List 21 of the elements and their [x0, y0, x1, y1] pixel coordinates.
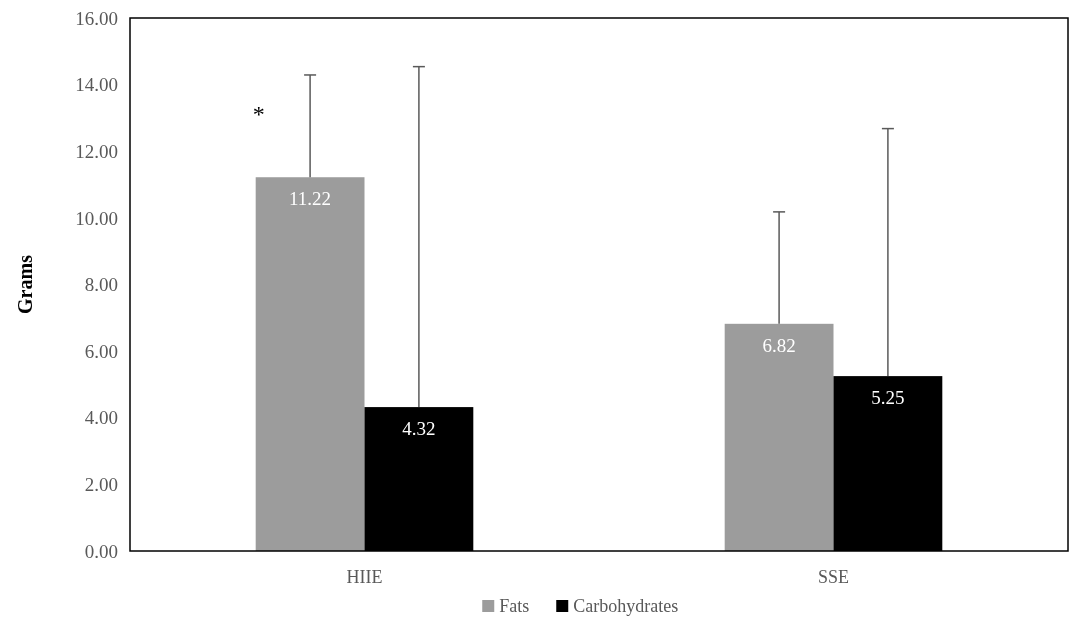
- y-tick-label: 8.00: [84, 274, 118, 296]
- bar: [724, 323, 834, 551]
- y-axis-title: Grams: [14, 254, 36, 314]
- y-tick-label: 12.00: [75, 140, 118, 162]
- legend-label: Carbohydrates: [573, 596, 679, 616]
- y-tick-label: 10.00: [75, 207, 118, 229]
- x-tick-label: HIIE: [346, 567, 383, 587]
- y-tick-label: 0.00: [84, 540, 118, 562]
- x-tick-label: SSE: [817, 567, 850, 587]
- y-tick-label: 16.00: [75, 7, 118, 29]
- legend-label: Fats: [499, 596, 530, 616]
- data-label: 6.82: [762, 334, 796, 356]
- y-tick-label: 6.00: [84, 340, 118, 362]
- y-tick-label: 4.00: [84, 407, 118, 429]
- y-tick-label: 2.00: [84, 474, 118, 496]
- data-label: 4.32: [402, 418, 436, 440]
- data-label: 11.22: [289, 188, 332, 210]
- data-label: 5.25: [871, 387, 905, 409]
- bar: [255, 177, 365, 551]
- annotation: *: [252, 101, 265, 128]
- y-tick-label: 14.00: [75, 74, 118, 96]
